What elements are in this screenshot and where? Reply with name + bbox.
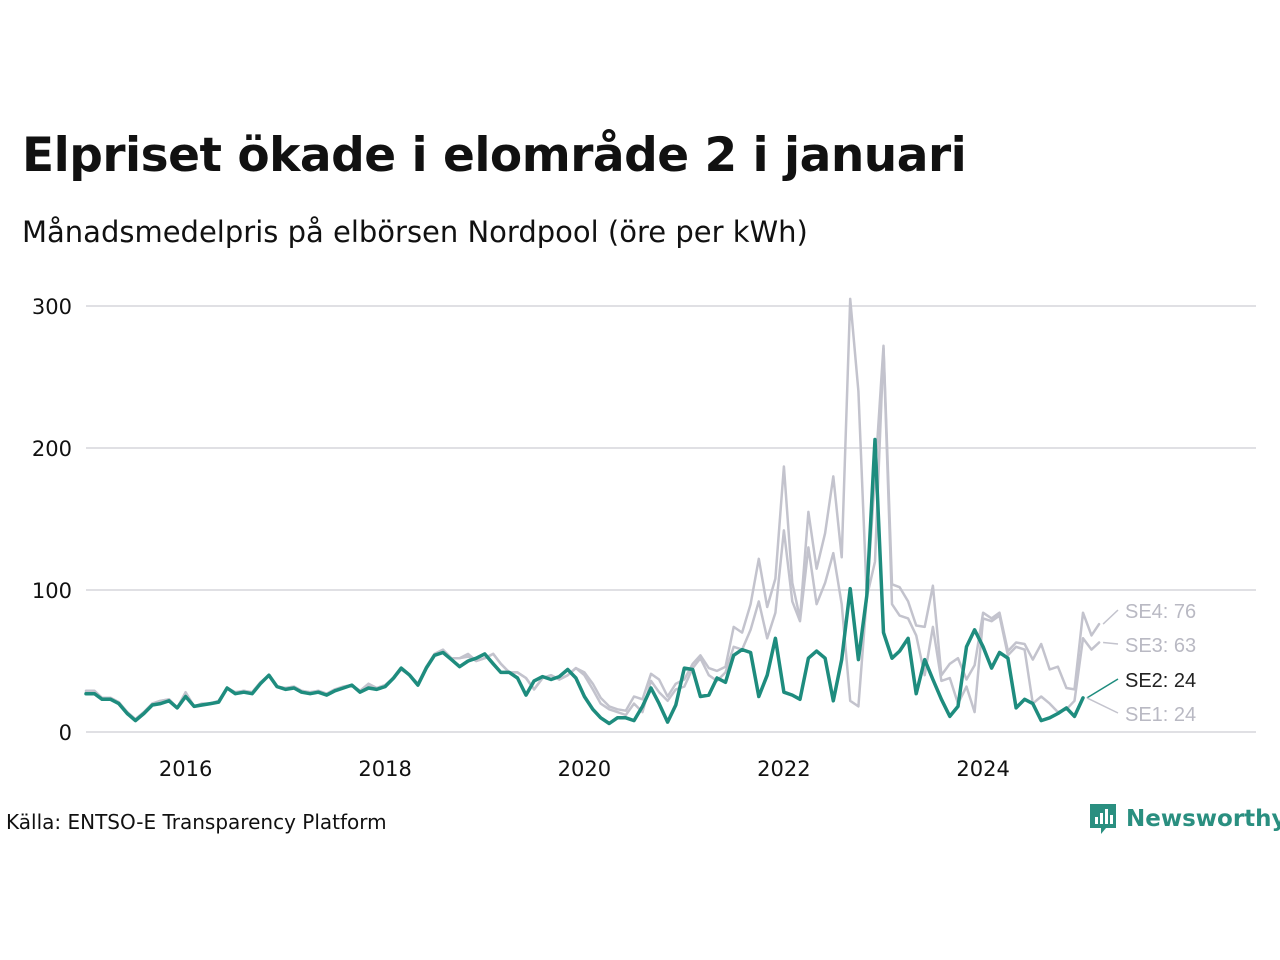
brand-name: Newsworthy [1126, 806, 1280, 832]
x-tick-label: 2016 [159, 757, 212, 781]
x-tick-label: 2024 [956, 757, 1009, 781]
y-tick-label: 300 [32, 295, 72, 319]
bar-chart-bubble-icon [1090, 804, 1116, 834]
leader-line-se4 [1102, 609, 1119, 625]
series-line-se2 [84, 437, 1085, 726]
series-lines [84, 297, 1101, 726]
y-tick-label: 200 [32, 437, 72, 461]
chart-title: Elpriset ökade i elområde 2 i januari [22, 128, 967, 183]
y-axis-labels: 0 100 200 300 [32, 295, 72, 745]
brand-logo: Newsworthy [1088, 802, 1280, 836]
leader-line-se2 [1086, 678, 1119, 699]
chart-subtitle: Månadsmedelpris på elbörsen Nordpool (ör… [22, 215, 808, 249]
leader-line-se1 [1086, 697, 1119, 714]
series-line-se4 [84, 297, 1101, 721]
gridlines [86, 305, 1256, 733]
leader-line-se3 [1103, 641, 1119, 645]
source-note: Källa: ENTSO-E Transparency Platform [6, 810, 387, 834]
end-label-se1: SE1: 24 [1125, 704, 1196, 726]
series-end-labels: SE4: 76 SE3: 63 SE2: 24 SE1: 24 [1086, 601, 1196, 726]
y-tick-label: 0 [59, 721, 72, 745]
end-label-se4: SE4: 76 [1125, 601, 1196, 623]
x-tick-label: 2022 [757, 757, 810, 781]
end-label-se3: SE3: 63 [1125, 635, 1196, 657]
x-tick-label: 2020 [558, 757, 611, 781]
x-axis-labels: 2016 2018 2020 2022 2024 [159, 757, 1010, 781]
end-label-se2: SE2: 24 [1125, 670, 1196, 692]
series-line-se3 [84, 347, 1101, 721]
y-tick-label: 100 [32, 579, 72, 603]
x-tick-label: 2018 [358, 757, 411, 781]
